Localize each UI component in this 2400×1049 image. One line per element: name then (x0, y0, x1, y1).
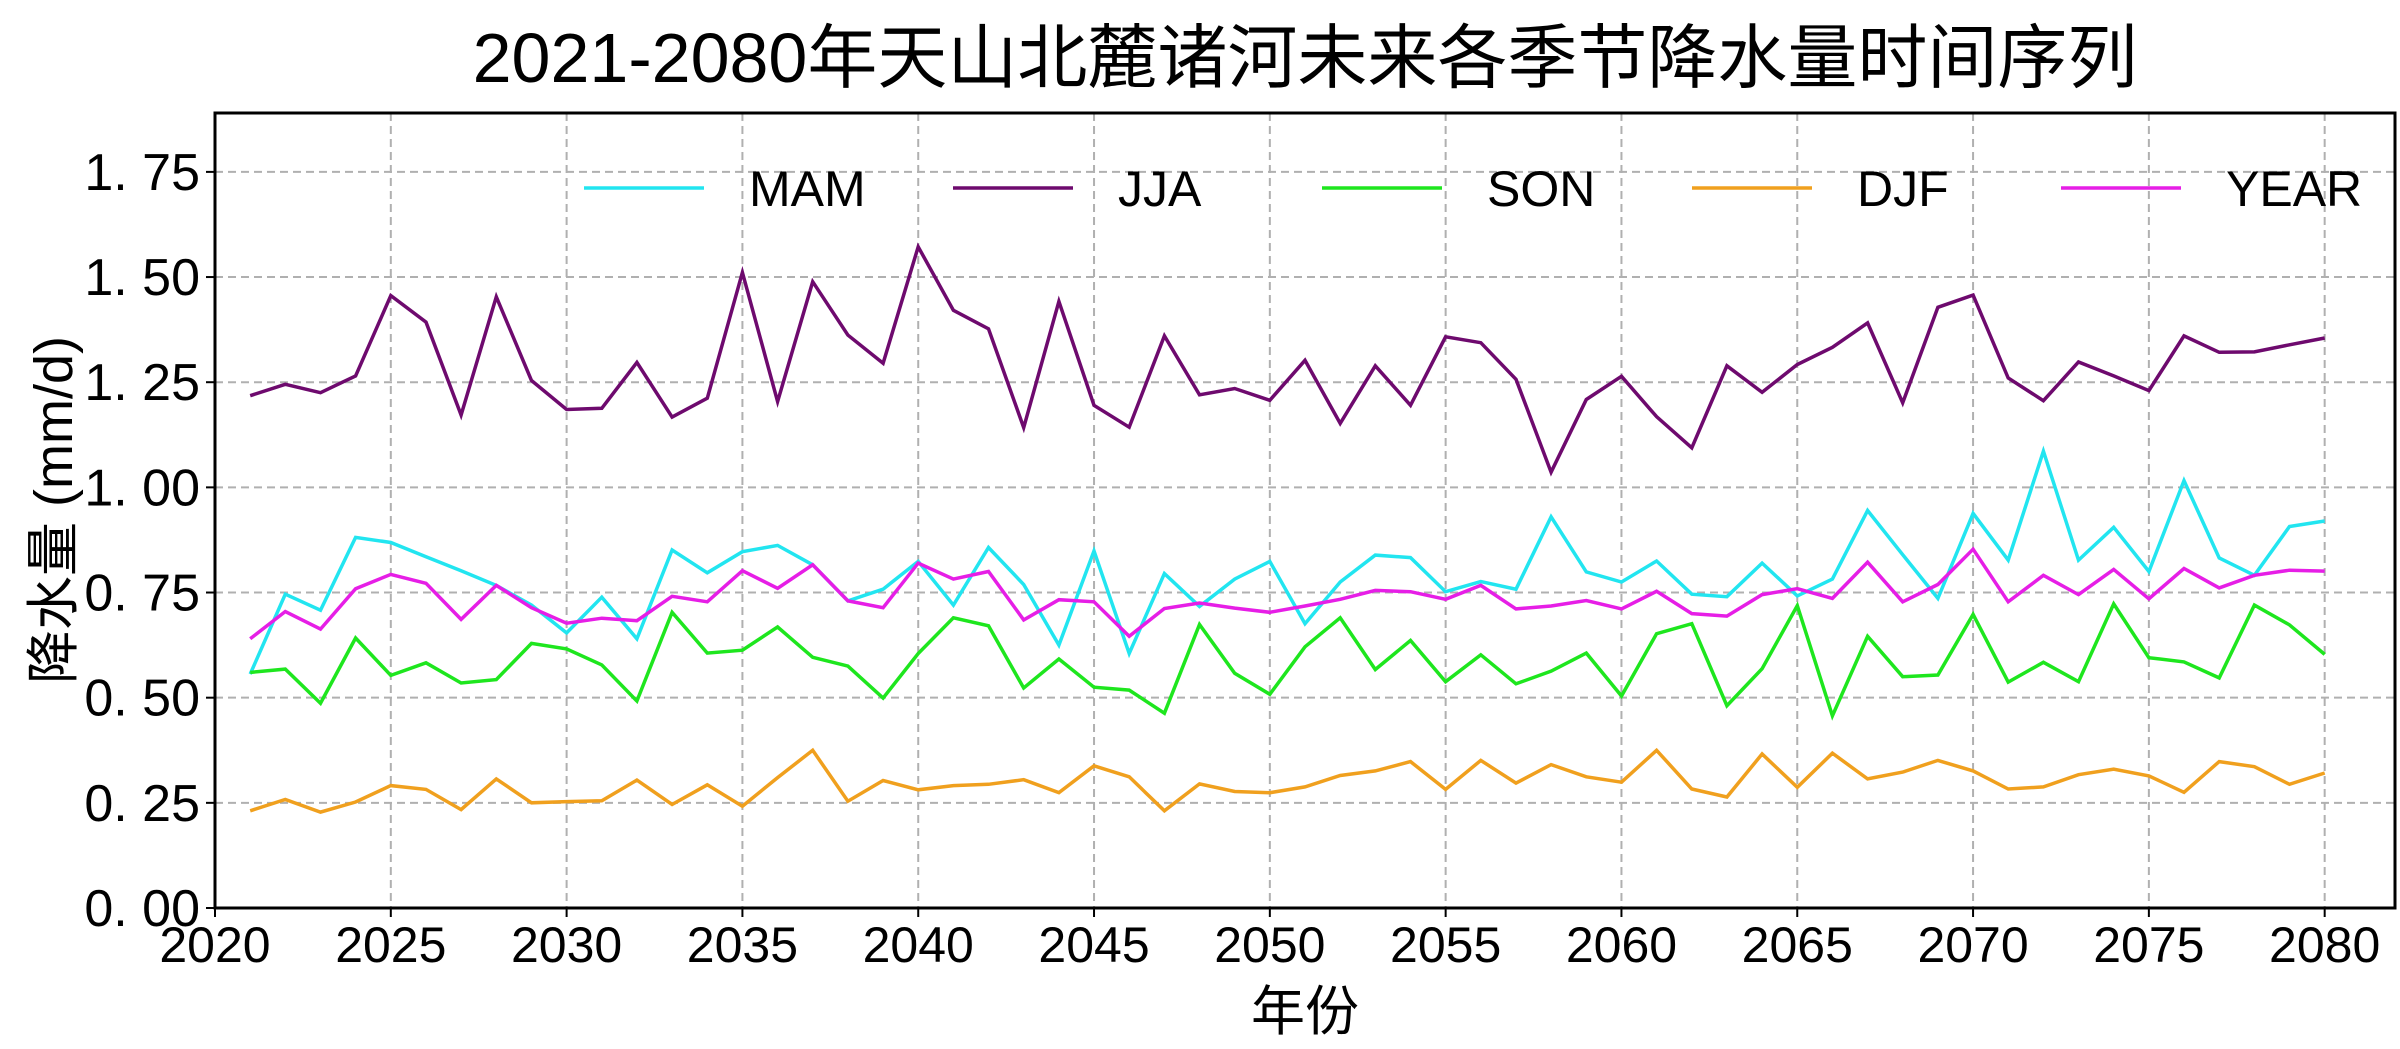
x-tick-label: 2035 (687, 917, 798, 973)
x-tick-label: 2060 (1566, 917, 1677, 973)
x-tick-label: 2075 (2093, 917, 2204, 973)
y-tick-label: 0. 75 (84, 565, 200, 623)
legend-label: DJF (1857, 161, 1949, 217)
y-axis-label: 降水量 (mm/d) (24, 336, 84, 684)
plot-frame (213, 111, 2397, 910)
legend-label: JJA (1118, 161, 1202, 217)
y-tick-label: 0. 25 (84, 775, 200, 833)
x-axis-label: 年份 (1251, 982, 1359, 1042)
series-lines (248, 242, 2326, 814)
y-axis-ticks: 0. 00 0. 25 0. 50 0. 75 1. 00 1. 25 1. 50 1. 75 (84, 144, 215, 938)
y-tick-label: 1. 50 (84, 249, 200, 307)
series-line-mam (248, 445, 2325, 675)
x-tick-label: 2040 (863, 917, 974, 973)
series-line-djf (249, 747, 2326, 814)
legend-label: MAM (749, 161, 866, 217)
x-tick-label: 2025 (335, 917, 446, 973)
y-tick-label: 1. 00 (84, 459, 200, 517)
x-tick-label: 2080 (2269, 917, 2380, 973)
legend-item-mam: MAM (584, 161, 866, 217)
series-line-jja (249, 242, 2326, 477)
grid (214, 113, 2395, 909)
legend-item-jja: JJA (953, 161, 1202, 217)
x-tick-label: 2070 (1917, 917, 2028, 973)
legend-item-year: YEAR (2061, 161, 2362, 217)
x-tick-label: 2030 (511, 917, 622, 973)
x-tick-label: 2045 (1038, 917, 1149, 973)
legend: MAM JJA SON DJF YEAR (584, 161, 2362, 217)
y-tick-label: 1. 75 (84, 144, 200, 202)
series-line-year (249, 546, 2325, 641)
x-tick-label: 2020 (159, 917, 270, 973)
x-tick-label: 2055 (1390, 917, 1501, 973)
x-tick-label: 2050 (1214, 917, 1325, 973)
y-tick-label: 1. 25 (84, 354, 200, 412)
y-tick-label: 0. 00 (84, 880, 200, 938)
y-tick-label: 0. 50 (84, 670, 200, 728)
series-line-son (250, 600, 2326, 721)
chart-title: 2021-2080年天山北麓诸河未来各季节降水量时间序列 (473, 19, 2138, 97)
legend-item-son: SON (1322, 161, 1595, 217)
legend-item-djf: DJF (1692, 161, 1949, 217)
x-axis-ticks: 2020 2025 2030 2035 2040 2045 2050 2055 2060 2065… (159, 908, 2380, 973)
x-tick-label: 2065 (1742, 917, 1853, 973)
legend-label: SON (1487, 161, 1595, 217)
legend-label: YEAR (2226, 161, 2362, 217)
